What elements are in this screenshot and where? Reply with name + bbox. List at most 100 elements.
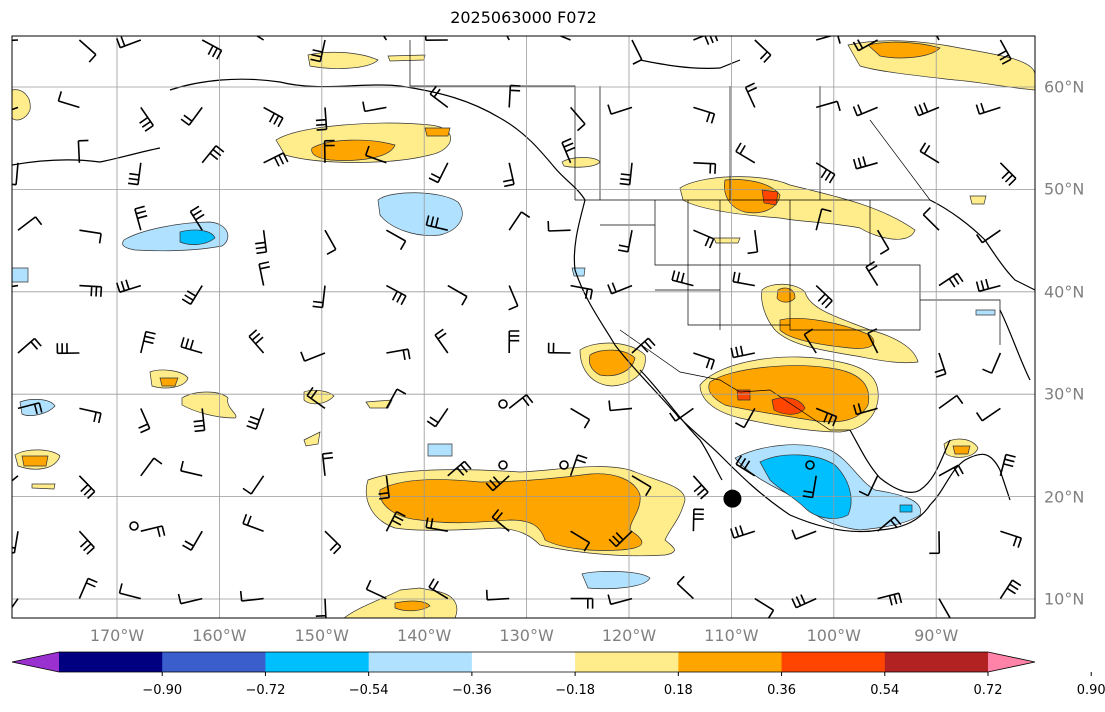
wind-barb [239, 590, 264, 602]
anomaly-area [713, 237, 741, 244]
calm-circle [498, 460, 508, 470]
anomaly-area [12, 267, 29, 283]
wind-barb [382, 36, 388, 41]
wind-barb [975, 229, 1001, 244]
colorbar-swatch [59, 652, 163, 672]
wind-barb [78, 39, 97, 63]
wind-barb [140, 525, 166, 537]
map-frame [11, 35, 1036, 619]
anomaly-area [307, 51, 379, 69]
wind-barb [201, 39, 223, 60]
longitude-label: 110°W [704, 626, 759, 645]
wind-barb [693, 352, 715, 370]
wind-barb [17, 216, 43, 231]
longitude-label: 140°W [397, 626, 452, 645]
wind-barb [12, 162, 19, 186]
wind-barb [676, 575, 694, 600]
wind-barb [938, 464, 964, 477]
anomaly-area [303, 431, 321, 447]
anomaly-area [969, 195, 987, 205]
wind-barb [56, 343, 80, 355]
anomaly-area [179, 229, 216, 245]
wind-barb [999, 162, 1017, 186]
wind-barb [617, 230, 633, 253]
wind-barb [177, 593, 203, 605]
anomaly-area [427, 443, 453, 457]
latitude-label: 30°N [1044, 384, 1085, 404]
wind-barb [791, 594, 817, 609]
wind-barb [693, 162, 717, 174]
wind-barb [730, 345, 755, 359]
anomaly-area [952, 445, 971, 455]
wind-barb [929, 531, 941, 555]
wind-barb [619, 162, 633, 186]
wind-barb [547, 342, 571, 354]
wind-barb [671, 270, 694, 287]
wind-barb [607, 282, 633, 295]
wind-barb [815, 162, 836, 184]
colorbar-label: 0.54 [870, 683, 900, 698]
wind-barb [78, 475, 96, 500]
colorbar-swatch [162, 652, 266, 672]
wind-barb [802, 475, 817, 499]
latitude-label: 50°N [1044, 179, 1085, 199]
anomaly-area [708, 365, 870, 423]
longitude-label: 170°W [89, 626, 145, 645]
colorbar-extend-min [12, 652, 59, 672]
longitude-label: 100°W [806, 626, 861, 645]
wind-barb [506, 36, 510, 41]
wind-barb [447, 284, 468, 306]
colorbar-swatch [781, 652, 886, 672]
anomaly-area [12, 89, 31, 121]
colorbar-swatch [368, 652, 473, 672]
wind-barb [852, 39, 878, 52]
wind-barb [938, 598, 951, 618]
anomaly-area [771, 397, 806, 415]
colorbar-label: −0.18 [555, 683, 596, 698]
wind-barb [754, 39, 772, 63]
map-title: 2025063000 F072 [450, 8, 597, 27]
colorbar-swatch [265, 652, 370, 672]
wind-barb [730, 525, 756, 539]
wind-barb [815, 407, 838, 427]
wind-barb [139, 106, 154, 132]
wind-barb [815, 285, 833, 309]
wind-barb [79, 229, 102, 244]
wind-barb [77, 139, 89, 163]
wind-barb [255, 36, 265, 41]
anomaly-area [581, 571, 651, 590]
wind-barb [12, 284, 19, 288]
wind-barb [852, 156, 878, 170]
wind-barb [242, 513, 264, 532]
anomaly-area [571, 267, 586, 277]
wind-barb [747, 230, 759, 255]
wind-barb [428, 162, 449, 184]
colorbar [11, 651, 1092, 676]
longitude-label: 120°W [601, 626, 657, 645]
longitude-label: 130°W [499, 626, 554, 645]
wind-barb [735, 455, 756, 477]
wind-barb [852, 104, 878, 117]
longitude-label: 150°W [294, 626, 349, 645]
colorbar-label: −0.90 [142, 683, 183, 698]
wind-barb [424, 36, 448, 41]
wind-barb [693, 106, 716, 124]
calm-circle [498, 399, 508, 409]
wind-barb [385, 388, 407, 409]
colorbar-label: 0.90 [1076, 683, 1105, 698]
wind-barb [815, 100, 841, 112]
anomaly-area [975, 309, 996, 316]
anomaly-area [561, 157, 601, 168]
wind-barb [975, 102, 1001, 115]
wind-barb [306, 386, 326, 410]
calm-circle [805, 460, 815, 470]
anomaly-area [377, 192, 463, 236]
wind-barb [118, 583, 142, 600]
anomaly-area [759, 454, 852, 519]
wind-barb [364, 145, 387, 164]
wind-barb [735, 408, 756, 429]
latitude-label: 10°N [1044, 589, 1085, 609]
anomaly-area [761, 189, 779, 206]
wind-barb [134, 205, 148, 231]
